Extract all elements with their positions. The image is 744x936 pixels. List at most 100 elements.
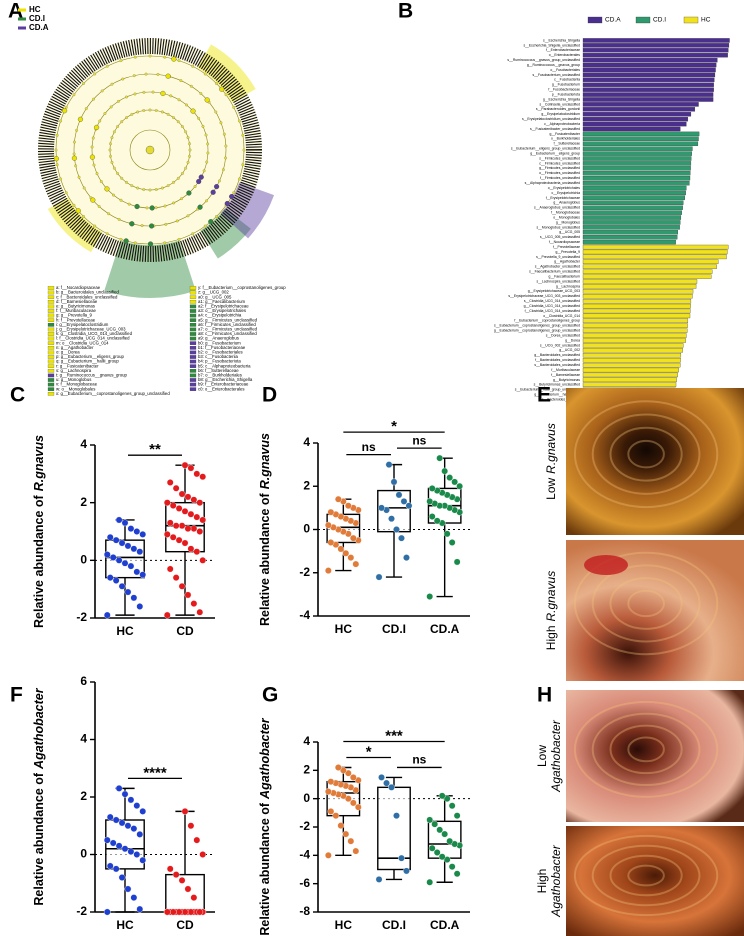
key-label: a9: g__Anaeroglobus [198,336,239,341]
lda-bar [582,43,730,48]
clade-branch [228,204,243,215]
clade-branch [128,39,133,56]
data-point [426,816,434,824]
lda-bar [582,175,691,181]
key-swatch [189,387,197,392]
key-label: b8: g__Escherichia_Shigella [198,377,253,382]
key-swatch [47,392,55,396]
lda-category: f__Firmicutes_unclassified [540,176,580,180]
box [377,786,411,871]
clade-node [148,54,152,58]
lda-bar [582,313,691,319]
clade-node [190,108,196,114]
lda-category: s__Eubacterium__eligens_group_unclassifi… [511,147,580,151]
lda-category: g__Fusicatenibacter [549,132,580,136]
clade-node [237,177,241,181]
clade-branch [67,214,80,227]
data-point [451,478,459,486]
clade-node [62,108,68,114]
clade-node [116,172,120,175]
clade-node [90,197,96,203]
data-point [139,856,147,864]
box [377,489,411,533]
clade-branch [194,51,204,66]
data-point [115,842,123,850]
lda-category: s__UCG_002_unclassified [540,343,580,347]
clade-branch [38,162,55,166]
data-point [433,517,441,525]
data-point [136,830,144,838]
clade-node [166,112,170,116]
clade-branch [232,91,247,102]
clade-node [100,89,104,93]
clade-node [120,120,124,124]
clade-branch [43,113,60,120]
clade-branch [71,218,84,231]
y-tick-label: -2 [299,819,310,833]
clade-node [188,148,192,152]
y-tick-label: -8 [299,904,310,918]
lda-bar [582,82,714,87]
clade-branch [85,228,96,243]
clade-node [179,79,183,82]
clade-node [82,186,86,190]
clade-branch [223,78,237,90]
lda-category: f__Erysipelotrichaceae [546,196,580,200]
lda-category: o__Burkholderiales [551,137,580,141]
clade-node [98,119,102,123]
lda-category: s__Ruminococcus__gnavus_group_unclassifi… [507,58,580,62]
clade-branch [83,227,95,241]
clade-branch [125,40,130,57]
clade-node [224,200,230,207]
clade-branch [73,219,85,233]
key-swatch [47,295,55,300]
lda-category: o__Monoglobales [553,215,580,219]
clade-branch [47,189,63,198]
lda-bar [582,200,684,205]
clade-node [172,116,175,120]
lda-bar [582,136,699,142]
clade-node [136,186,140,190]
clade-branch [75,221,87,235]
clade-branch [238,186,254,194]
key-label: b3: c__Fusobacteriia [198,354,238,359]
lda-category: s__Eubacterium__hallii_group_unclassifie… [515,388,580,392]
clade-branch [217,217,230,230]
lda-category: g__Eubacterium__coprostanoligenes_group_… [494,329,580,333]
key-label: s: g__Lachnospira [56,368,92,373]
significance-label: ns [362,440,376,454]
clade-branch [57,203,72,214]
clade-branch [38,134,55,138]
key-label: v: f__Monoglobaceae [56,382,98,387]
lda-bar [582,180,690,186]
clade-node [72,93,76,97]
clade-branch [110,239,117,256]
lda-category: g__UCG_002 [559,348,580,352]
data-point [453,812,461,820]
y-tick-label: -6 [299,876,310,890]
data-point [178,522,186,530]
clade-branch [79,224,91,238]
key-label: t: g__Ruminococcus__gnavus_group [56,373,128,378]
clade-node [119,237,123,241]
clade-node [205,199,208,203]
clade-node [148,188,152,192]
legend-label: CD.I [29,14,45,23]
y-tick-label: -2 [76,610,87,624]
clade-branch [235,99,251,108]
data-point [426,878,434,886]
endoscopy-image [566,826,744,936]
data-point [166,519,174,527]
clade-branch [207,226,218,241]
significance-label: **** [143,764,167,781]
data-point [403,554,410,562]
clade-branch [69,216,82,229]
panel-label: E [537,384,551,407]
data-point [118,819,126,827]
clade-branch [77,222,89,236]
clade-branch [225,80,239,92]
clade-node [206,142,210,146]
clade-node [224,144,228,148]
lda-bar [582,77,715,83]
data-point [428,844,436,852]
